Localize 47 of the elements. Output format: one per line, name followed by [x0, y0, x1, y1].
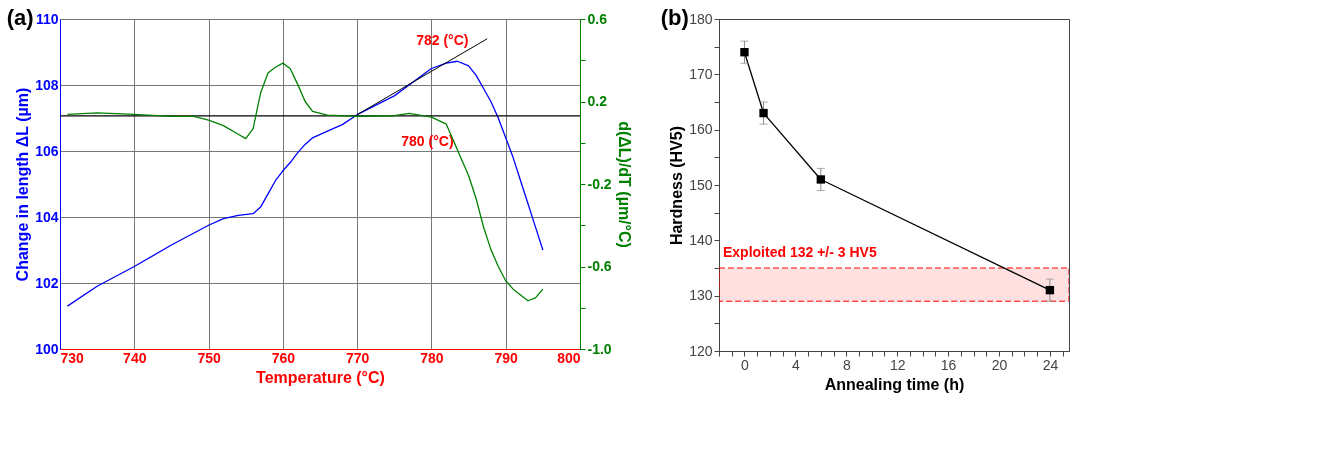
y2-tick-label: -1.0 [587, 340, 612, 357]
chart-title: (a) [6, 5, 34, 30]
y2-axis-title: d(ΔL)/dT (µm/°C) [615, 121, 633, 248]
y-tick-label: 140 [689, 231, 713, 248]
y2-tick-label: 0.6 [587, 10, 608, 27]
point [816, 175, 825, 184]
y-tick-label: 150 [689, 176, 713, 193]
x-tick-label: 8 [842, 356, 851, 373]
x-tick-label: 0 [741, 356, 750, 373]
y-tick-label: 106 [35, 142, 59, 159]
x-tick-label: 760 [271, 349, 296, 366]
y-tick-label: 104 [35, 208, 59, 225]
y-tick-label: 102 [35, 274, 59, 291]
annotation: 780 (°C) [401, 133, 454, 149]
x-tick-label: 790 [494, 349, 519, 366]
y-tick-label: 130 [689, 287, 713, 304]
y-tick-label: 170 [689, 65, 713, 82]
y-tick-label: 120 [689, 342, 713, 359]
x-tick-label: 16 [940, 356, 957, 373]
x-tick-label: 770 [345, 349, 370, 366]
y2-tick-label: -0.2 [587, 175, 612, 192]
x-tick-label: 24 [1042, 356, 1059, 373]
y-tick-label: 160 [689, 121, 713, 138]
x-tick-label: 12 [889, 356, 906, 373]
y-tick-label: 100 [35, 340, 59, 357]
annotation: 782 (°C) [416, 32, 469, 49]
x-tick-label: 740 [123, 349, 147, 366]
x-tick-label: 750 [197, 349, 221, 366]
y2-tick-label: 0.2 [587, 93, 608, 109]
x-tick-label: 800 [557, 349, 581, 366]
x-axis-title: Temperature (°C) [256, 368, 385, 386]
x-tick-label: 4 [791, 356, 800, 373]
x-tick-label: 730 [60, 349, 85, 366]
y-tick-label: 180 [689, 10, 713, 27]
point [740, 48, 749, 57]
y-axis-title: Hardness (HV5) [668, 125, 686, 246]
point [759, 108, 768, 118]
point [1045, 285, 1055, 295]
x-tick-label: 780 [420, 349, 444, 366]
x-tick-label: 20 [991, 356, 1008, 373]
x-axis-title: Annealing time (h) [824, 375, 965, 393]
y-axis-title: Change in length ΔL (µm) [14, 87, 32, 282]
chart-title: (b) [660, 5, 689, 30]
y2-tick-label: -0.6 [587, 258, 612, 274]
y-tick-label: 110 [35, 10, 59, 27]
band-label: Exploited 132 +/- 3 HV5 [723, 244, 877, 260]
y-tick-label: 108 [35, 76, 59, 93]
